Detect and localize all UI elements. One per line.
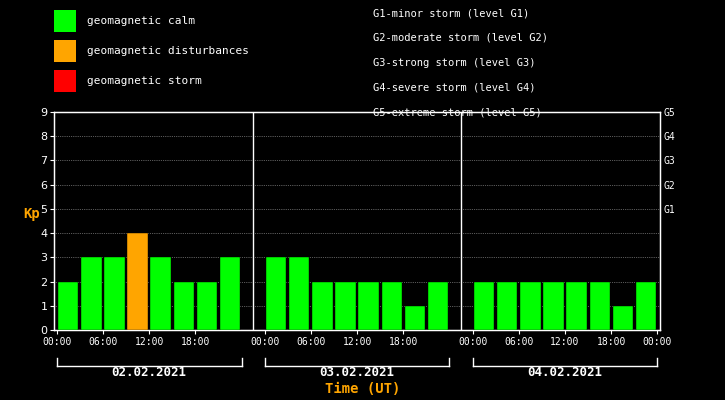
Bar — [58, 282, 78, 330]
Text: G1-minor storm (level G1): G1-minor storm (level G1) — [373, 8, 530, 18]
Text: 02.02.2021: 02.02.2021 — [112, 366, 186, 379]
Bar — [81, 257, 102, 330]
Text: 04.02.2021: 04.02.2021 — [528, 366, 602, 379]
Text: 03.02.2021: 03.02.2021 — [320, 366, 394, 379]
Text: geomagnetic calm: geomagnetic calm — [87, 16, 195, 26]
Text: geomagnetic storm: geomagnetic storm — [87, 76, 202, 86]
Bar — [381, 282, 402, 330]
Bar — [613, 306, 633, 330]
Bar — [128, 233, 148, 330]
Bar — [358, 282, 378, 330]
Text: G4-severe storm (level G4): G4-severe storm (level G4) — [373, 82, 536, 92]
Bar — [151, 257, 171, 330]
Bar — [589, 282, 610, 330]
Bar — [566, 282, 587, 330]
Bar — [196, 282, 217, 330]
Text: G3-strong storm (level G3): G3-strong storm (level G3) — [373, 58, 536, 68]
Bar — [312, 282, 333, 330]
Y-axis label: Kp: Kp — [24, 207, 41, 221]
Bar — [428, 282, 448, 330]
Bar — [173, 282, 194, 330]
Bar — [266, 257, 286, 330]
Bar — [543, 282, 563, 330]
Text: G2-moderate storm (level G2): G2-moderate storm (level G2) — [373, 33, 548, 43]
Bar — [497, 282, 518, 330]
Bar — [405, 306, 425, 330]
Text: geomagnetic disturbances: geomagnetic disturbances — [87, 46, 249, 56]
Text: Time (UT): Time (UT) — [325, 382, 400, 396]
Bar — [336, 282, 356, 330]
Bar — [289, 257, 310, 330]
Bar — [474, 282, 494, 330]
Text: G5-extreme storm (level G5): G5-extreme storm (level G5) — [373, 107, 542, 117]
Bar — [521, 282, 541, 330]
Bar — [104, 257, 125, 330]
Bar — [220, 257, 240, 330]
Bar — [636, 282, 656, 330]
